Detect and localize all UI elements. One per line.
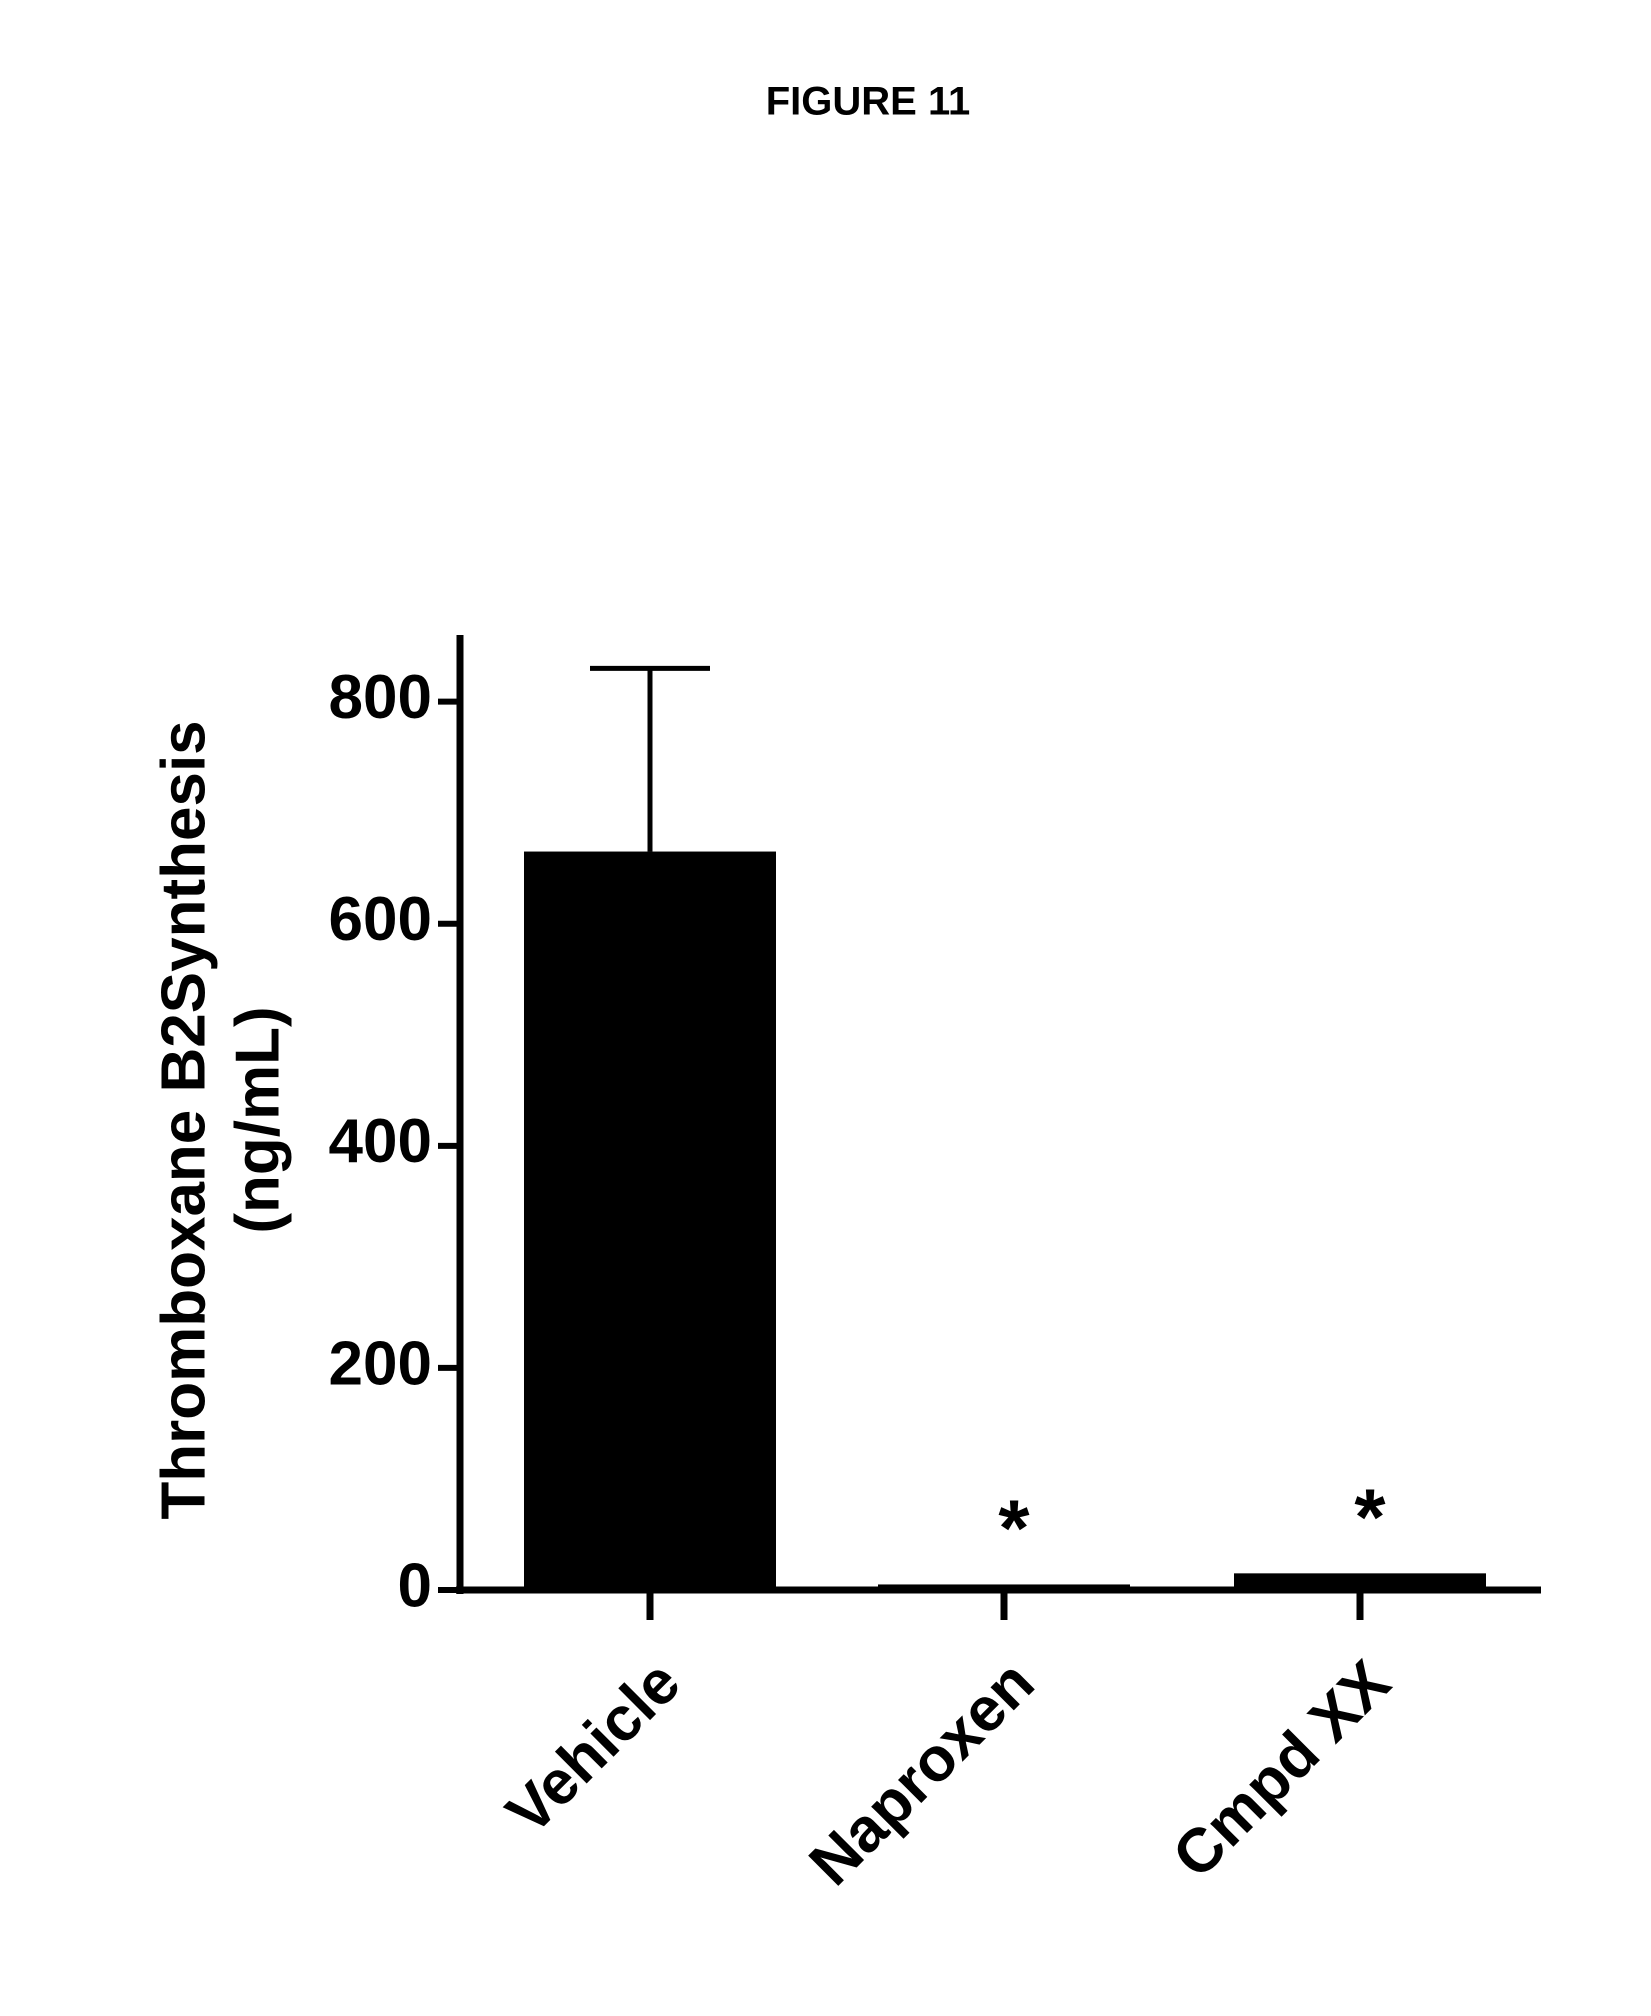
y-tick-label: 400 [329, 1107, 432, 1176]
y-tick-label: 600 [329, 885, 432, 954]
significance-marker: * [1354, 1472, 1386, 1561]
bar [878, 1584, 1130, 1590]
chart-title: FIGURE 11 [766, 80, 971, 124]
y-axis-label: Thromboxane B2Synthesis [149, 720, 218, 1519]
bar [524, 851, 776, 1590]
bar [1234, 1573, 1486, 1590]
y-tick-label: 800 [329, 663, 432, 732]
y-tick-label: 0 [398, 1551, 432, 1620]
significance-marker: * [998, 1484, 1030, 1573]
y-tick-label: 200 [329, 1329, 432, 1398]
y-axis-label: (ng/mL) [223, 1006, 292, 1233]
